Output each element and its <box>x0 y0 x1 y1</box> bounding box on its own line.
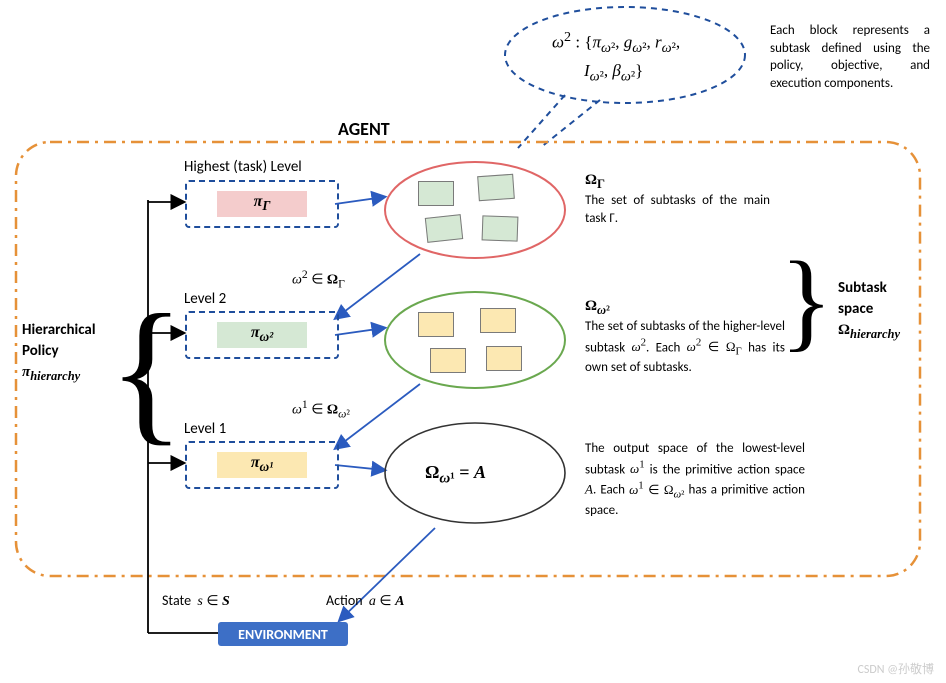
policy-box-mid: πω² <box>185 311 339 359</box>
subtask-box <box>480 308 516 333</box>
ellipse-mid <box>380 288 570 393</box>
subtask-box <box>430 348 466 373</box>
edge-label-a: ω2 ∈ ΩΓ <box>292 268 345 290</box>
action-label: Action a ∈ A <box>326 592 404 610</box>
edge-label-b: ω1 ∈ Ωω² <box>292 398 350 420</box>
subtask-box <box>486 346 522 371</box>
set-bot-title: Ωω¹ = A <box>425 462 486 488</box>
policy-mid: πω² <box>217 322 307 348</box>
set-mid: Ωω² The set of subtasks of the higher-le… <box>585 298 785 377</box>
environment-box: ENVIRONMENT <box>218 622 348 646</box>
level-mid-title: Level 2 <box>184 290 226 308</box>
state-label: State s ∈ S <box>162 592 230 610</box>
diagram-root: AGENT ω2 : {πω², gω², rω², Iω², βω²} Eac… <box>0 0 946 683</box>
policy-bot: πω¹ <box>217 452 307 478</box>
subtask-box <box>418 312 454 337</box>
policy-box-bot: πω¹ <box>185 441 339 489</box>
watermark: CSDN @孙敬博 <box>858 660 934 677</box>
set-bot-desc: The output space of the lowest-level sub… <box>585 440 805 520</box>
level-bot-title: Level 1 <box>184 420 226 438</box>
